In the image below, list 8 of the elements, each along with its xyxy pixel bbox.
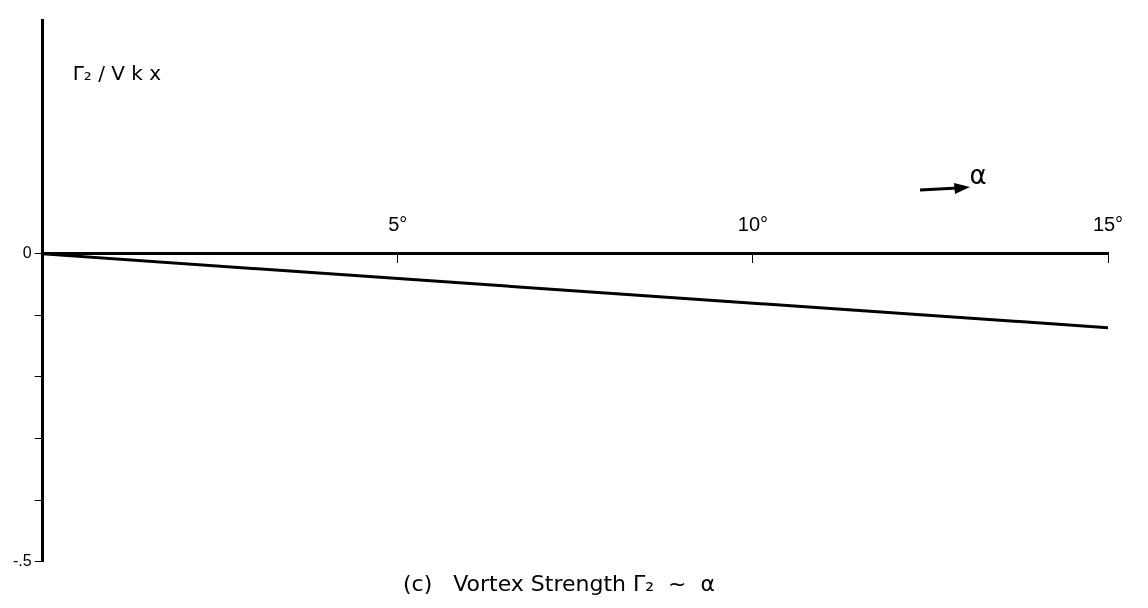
x-axis-title: α (969, 159, 987, 190)
x-tick-label: 5° (388, 213, 408, 236)
x-tick-label: 15° (1092, 213, 1124, 236)
y-tick-label: -.5 (13, 552, 32, 570)
y-tick-label: 0 (22, 244, 32, 262)
text: (c) Vortex Strength Γ₂ ~ α (402, 570, 716, 596)
y-axis-title: Γ₂ / V k x (72, 61, 162, 85)
x-tick-label: 10° (737, 213, 769, 236)
